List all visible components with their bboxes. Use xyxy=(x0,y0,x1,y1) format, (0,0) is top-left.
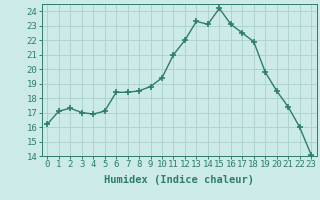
X-axis label: Humidex (Indice chaleur): Humidex (Indice chaleur) xyxy=(104,175,254,185)
